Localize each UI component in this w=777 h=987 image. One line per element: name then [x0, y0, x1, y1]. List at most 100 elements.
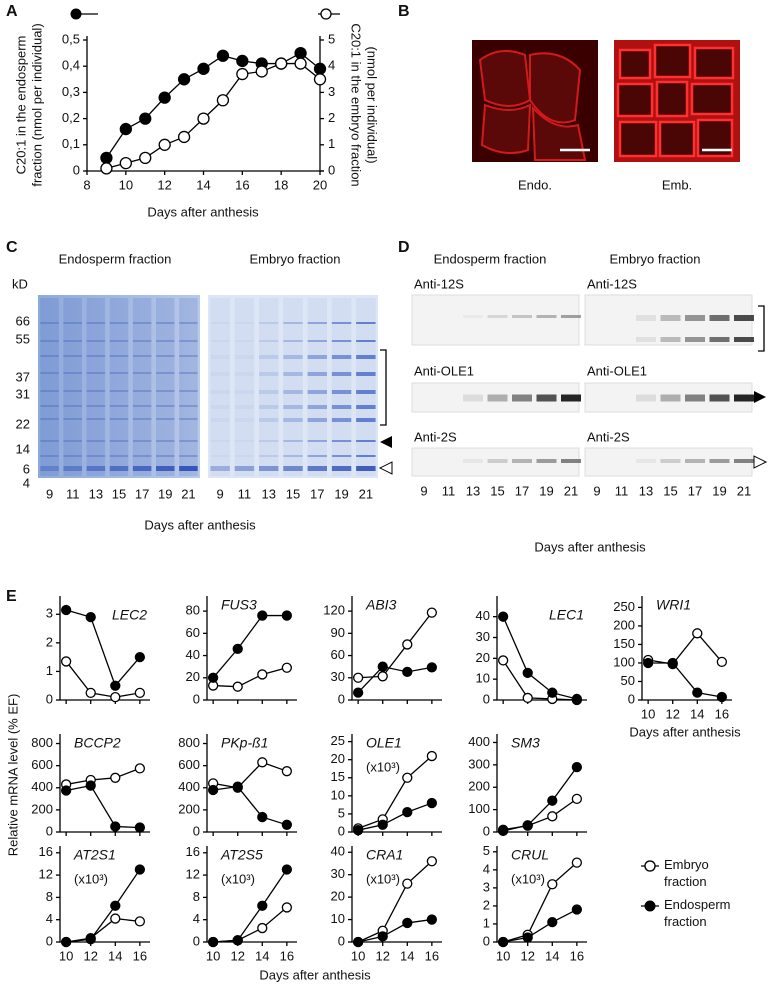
band: [63, 390, 82, 392]
band: [734, 459, 754, 463]
y-tick-label: 0: [193, 933, 200, 948]
data-point: [275, 57, 288, 70]
data-point: [110, 913, 121, 924]
band: [356, 340, 376, 342]
data-point: [402, 639, 413, 650]
lane: [259, 298, 279, 476]
y-tick-label: 2: [483, 897, 490, 912]
lane-label: 13: [466, 483, 480, 498]
kd-marker: 14: [16, 441, 30, 456]
annotation: (x10³): [511, 871, 545, 886]
chart-title: WRI1: [656, 597, 691, 613]
lane-label: 15: [663, 483, 677, 498]
band: [132, 455, 152, 457]
series-line: [357, 755, 433, 829]
band: [40, 455, 59, 457]
y-tick-label: 20: [476, 650, 490, 665]
annotation: (x10³): [366, 871, 400, 886]
data-point: [571, 761, 583, 773]
data-point: [497, 655, 509, 666]
data-point: [571, 904, 583, 915]
series-line: [357, 860, 433, 943]
data-point: [313, 73, 327, 86]
y2-tick-label: 5: [328, 31, 335, 46]
band: [40, 418, 59, 420]
band: [86, 390, 106, 392]
band: [331, 372, 352, 376]
chart-title: SM3: [511, 735, 540, 751]
data-point: [281, 864, 293, 875]
band: [307, 418, 327, 422]
band: [210, 405, 230, 409]
band: [156, 440, 175, 442]
band: [132, 322, 152, 324]
band: [356, 405, 376, 409]
y-tick-label: 2: [46, 634, 53, 649]
series-line: [66, 784, 140, 829]
y-tick-label: 8: [46, 889, 53, 904]
band: [132, 418, 152, 420]
y-tick-label: 30: [331, 866, 345, 881]
lane: [331, 298, 352, 476]
band: [234, 372, 255, 376]
y-tick-label: 16: [39, 844, 53, 859]
kd-label: kD: [12, 276, 28, 291]
series-line: [357, 665, 432, 694]
lane-label: 11: [238, 486, 252, 501]
band: [210, 418, 230, 422]
x-tick-label: 16: [280, 948, 294, 963]
band: [331, 355, 352, 359]
band: [63, 322, 82, 324]
band: [156, 405, 175, 407]
panel-label: E: [6, 588, 17, 605]
band: [109, 355, 129, 357]
band: [40, 322, 59, 324]
x-axis-label: Days after anthesis: [144, 517, 256, 532]
band: [109, 340, 129, 342]
y-tick-label: 8: [193, 889, 200, 904]
data-point: [547, 917, 558, 928]
band: [156, 418, 175, 420]
data-point: [236, 67, 249, 81]
y-tick-label: 120: [323, 603, 345, 618]
data-point: [426, 856, 438, 867]
data-point: [232, 643, 243, 655]
x-tick-label: 10: [206, 948, 220, 963]
band: [86, 440, 106, 442]
band: [86, 372, 106, 374]
y-axis-label: C20:1 in the endosperm: [13, 36, 28, 175]
data-point: [402, 772, 413, 783]
band: [210, 455, 230, 457]
y-tick-label: 0: [338, 691, 345, 706]
band: [331, 440, 352, 442]
data-point: [692, 628, 703, 639]
y-tick-label: 0,4: [62, 58, 80, 73]
chart-title: BCCP2: [74, 735, 121, 751]
band: [356, 440, 376, 442]
lane-label: 19: [334, 486, 348, 501]
band: [356, 466, 376, 471]
data-point: [716, 691, 728, 703]
blot: [584, 447, 753, 477]
series-line: [213, 906, 288, 943]
y-tick-label: 4: [483, 861, 490, 876]
lane-label: 9: [46, 486, 53, 501]
y-tick-label: 3: [483, 879, 490, 894]
x-tick-label: 10: [496, 948, 510, 963]
x-tick-label: 12: [665, 706, 679, 721]
data-point: [426, 797, 438, 809]
data-point: [119, 122, 132, 136]
lane-label: 17: [310, 486, 324, 501]
y-tick-label: 200: [31, 801, 53, 816]
band: [156, 466, 175, 471]
data-point: [110, 900, 121, 911]
band: [86, 418, 106, 420]
data-point: [402, 878, 413, 889]
band: [210, 440, 230, 442]
legend-marker: [644, 860, 656, 872]
band: [179, 405, 198, 407]
data-point: [197, 112, 210, 125]
lane: [307, 298, 327, 476]
y-tick-label: 40: [186, 647, 200, 662]
data-point: [642, 657, 654, 669]
